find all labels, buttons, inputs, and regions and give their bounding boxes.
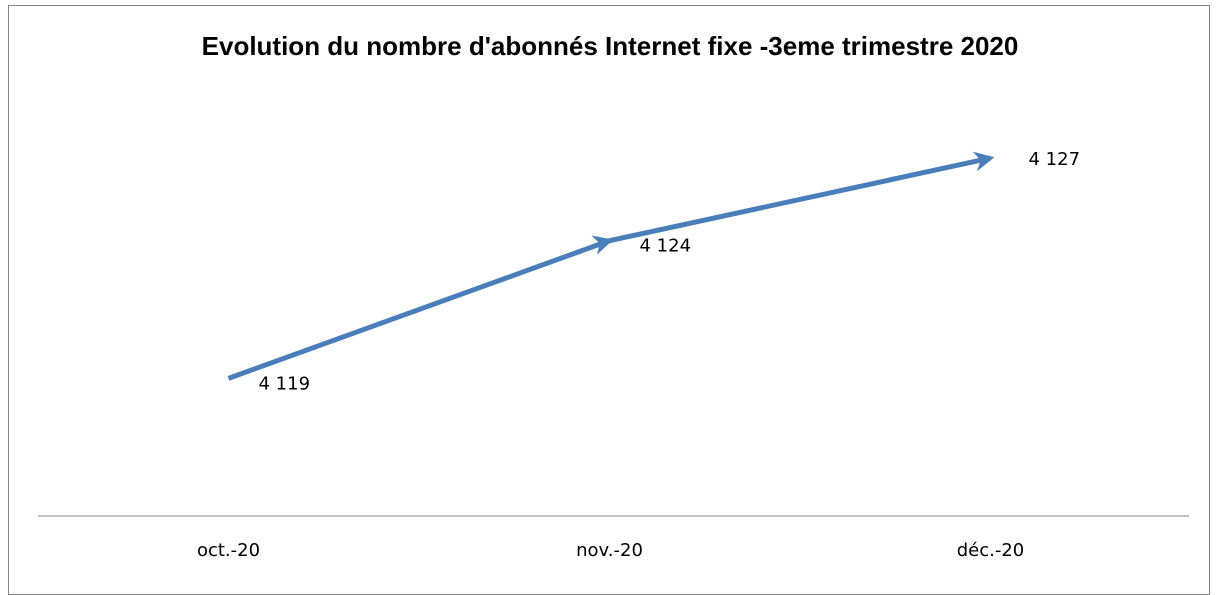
chart: oct.-20 nov.-20 déc.-20 4 119 4 124 4 127 (38, 149, 1189, 561)
data-label: 4 127 (1029, 149, 1081, 170)
x-tick-label: déc.-20 (957, 540, 1025, 561)
data-label: 4 124 (640, 236, 692, 257)
x-tick-label: oct.-20 (197, 540, 260, 561)
data-label: 4 119 (259, 373, 311, 394)
chart-title: Evolution du nombre d'abonnés Internet f… (201, 31, 1019, 61)
page: {"chart_data": {"type": "line", "title":… (8, 5, 1210, 595)
data-line (227, 151, 995, 381)
x-tick-label: nov.-20 (576, 540, 643, 561)
